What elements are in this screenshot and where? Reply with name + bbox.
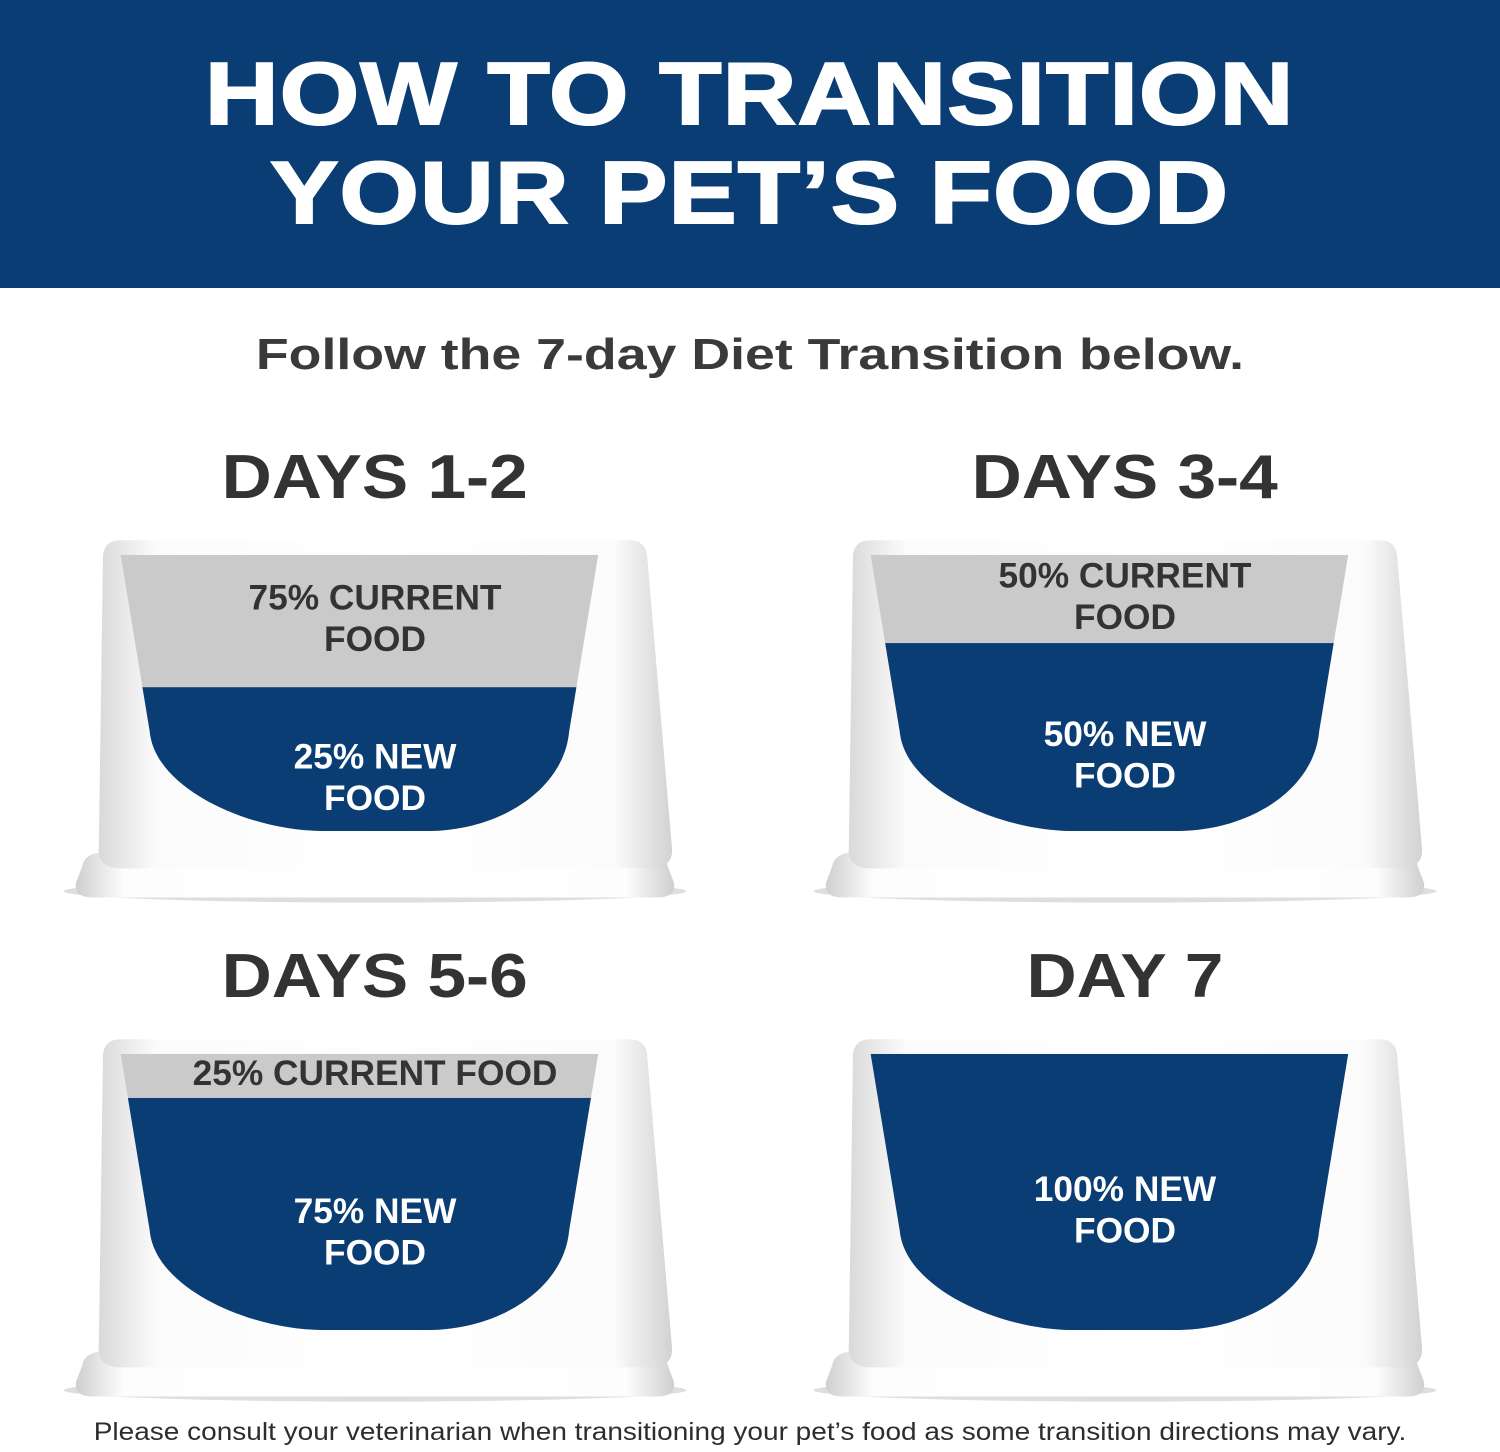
svg-text:50% NEW: 50% NEW <box>1044 715 1207 754</box>
svg-text:75% NEW: 75% NEW <box>294 1192 457 1231</box>
svg-text:25% NEW: 25% NEW <box>294 737 457 776</box>
svg-text:25% CURRENT FOOD: 25% CURRENT FOOD <box>193 1054 558 1093</box>
svg-text:FOOD: FOOD <box>1074 757 1176 796</box>
svg-text:75% CURRENT: 75% CURRENT <box>248 578 501 617</box>
svg-text:FOOD: FOOD <box>324 1234 426 1273</box>
svg-text:50% CURRENT: 50% CURRENT <box>998 556 1251 595</box>
svg-text:FOOD: FOOD <box>1074 598 1176 637</box>
svg-text:FOOD: FOOD <box>324 779 426 818</box>
svg-text:100% NEW: 100% NEW <box>1034 1170 1217 1209</box>
svg-text:FOOD: FOOD <box>324 620 426 659</box>
svg-text:FOOD: FOOD <box>1074 1212 1176 1251</box>
